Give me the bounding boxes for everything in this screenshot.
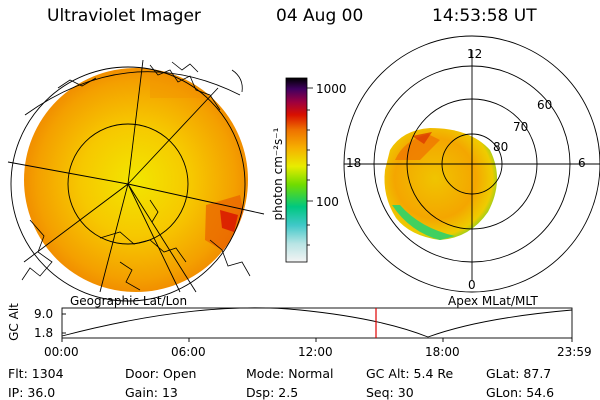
date-label: 04 Aug 00 xyxy=(276,6,364,26)
geographic-label: Geographic Lat/Lon xyxy=(70,294,188,308)
time-tick-2359: 23:59 xyxy=(557,345,592,359)
colorbar-tick-1000: 1000 xyxy=(316,82,347,96)
info-glon: GLon: 54.6 xyxy=(486,385,555,400)
info-seq: Seq: 30 xyxy=(366,385,414,400)
altitude-axis-label: GC Alt xyxy=(7,303,21,341)
time-tick-0600: 06:00 xyxy=(171,345,206,359)
info-flt: Flt: 1304 xyxy=(8,366,64,381)
altitude-tick-9: 9.0 xyxy=(34,307,54,321)
geographic-globe xyxy=(7,59,265,302)
mlat-label-80: 80 xyxy=(493,140,509,154)
info-glat: GLat: 87.7 xyxy=(486,366,552,381)
time-label: 14:53:58 UT xyxy=(432,6,537,26)
mlat-label-60: 60 xyxy=(537,98,553,112)
apex-label: Apex MLat/MLT xyxy=(448,294,538,308)
time-tick-0000: 00:00 xyxy=(44,345,79,359)
app-title: Ultraviolet Imager xyxy=(47,6,201,26)
altitude-plot xyxy=(61,307,573,342)
time-tick-1800: 18:00 xyxy=(425,345,460,359)
info-door: Door: Open xyxy=(125,366,197,381)
mlt-label-12: 12 xyxy=(467,47,483,61)
info-gc-alt: GC Alt: 5.4 Re xyxy=(366,366,454,381)
apex-polar-plot xyxy=(343,35,600,293)
mlat-label-70: 70 xyxy=(513,120,529,134)
time-tick-1200: 12:00 xyxy=(298,345,333,359)
mlt-label-18: 18 xyxy=(346,156,362,170)
info-dsp: Dsp: 2.5 xyxy=(246,385,299,400)
mlt-label-0: 0 xyxy=(468,278,476,292)
colorbar-tick-100: 100 xyxy=(316,195,339,209)
info-ip: IP: 36.0 xyxy=(8,385,56,400)
info-gain: Gain: 13 xyxy=(125,385,178,400)
info-mode: Mode: Normal xyxy=(246,366,334,381)
altitude-tick-1-8: 1.8 xyxy=(34,326,54,340)
mlt-label-6: 6 xyxy=(578,156,586,170)
intensity-colorbar xyxy=(285,77,313,263)
colorbar-unit-label: photon cm⁻²s⁻¹ xyxy=(271,127,285,221)
